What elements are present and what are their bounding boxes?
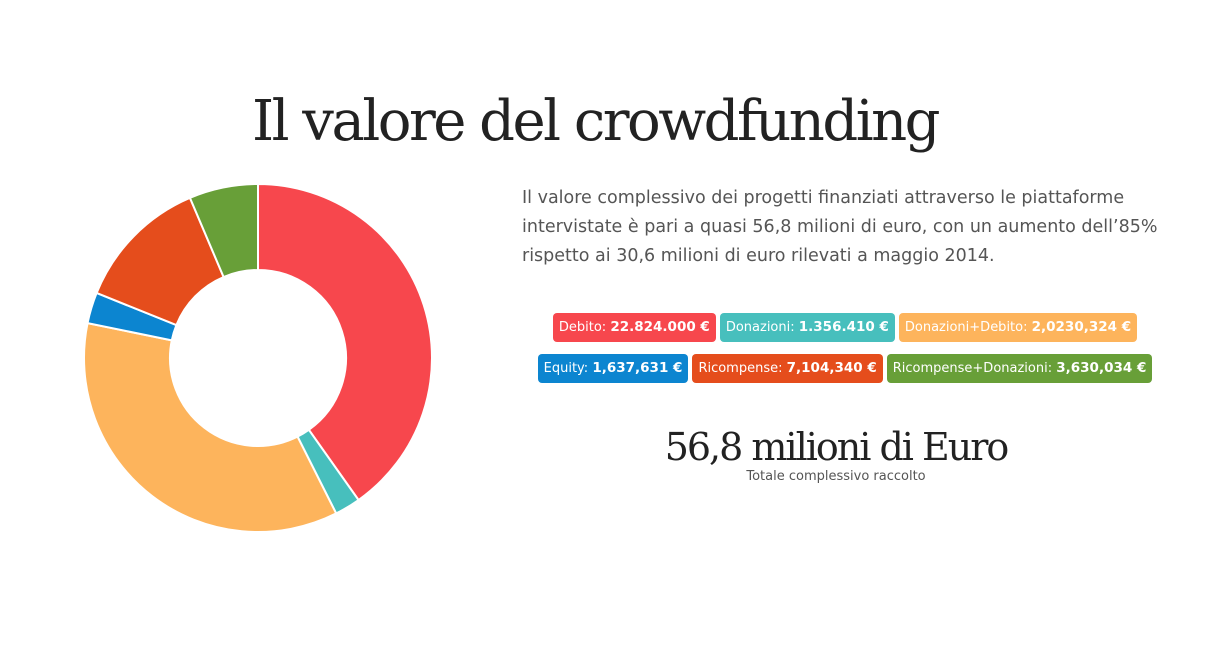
legend-label: Debito:: [558, 320, 607, 335]
legend-badge-donazioni-debito: Donazioni+Debito: 2,0230,324 €: [898, 313, 1138, 342]
legend-value: 1.356.410 €: [798, 319, 889, 335]
legend-label: Donazioni:: [725, 320, 795, 335]
donut-slice-donazioni-debito[interactable]: [83, 321, 338, 533]
legend-value: 22.824.000 €: [610, 319, 710, 335]
donut-slice-debito[interactable]: [257, 182, 433, 502]
total-label: Totale complessivo raccolto: [746, 469, 926, 484]
donut-slice-ricompense-donazioni[interactable]: [188, 182, 259, 279]
legend-row: Equity: 1,637,631 € Ricompense: 7,104,34…: [535, 354, 1155, 383]
legend-badge-equity: Equity: 1,637,631 €: [537, 354, 689, 383]
donut-chart-svg: [83, 182, 433, 533]
donut-chart: [80, 180, 436, 536]
legend-label: Equity:: [543, 361, 589, 376]
legend-row: Debito: 22.824.000 € Donazioni: 1.356.41…: [535, 313, 1155, 342]
legend-label: Ricompense:: [698, 361, 783, 376]
legend-label: Donazioni+Debito:: [904, 320, 1028, 335]
page-title: Il valore del crowdfunding: [251, 89, 941, 154]
legend-badge-donazioni: Donazioni: 1.356.410 €: [719, 313, 895, 342]
legend-value: 1,637,631 €: [592, 360, 683, 376]
legend: Debito: 22.824.000 € Donazioni: 1.356.41…: [535, 313, 1155, 395]
legend-value: 3,630,034 €: [1056, 360, 1147, 376]
legend-label: Ricompense+Donazioni:: [892, 361, 1053, 376]
legend-value: 2,0230,324 €: [1031, 319, 1132, 335]
legend-badge-debito: Debito: 22.824.000 €: [552, 313, 716, 342]
legend-value: 7,104,340 €: [786, 360, 877, 376]
legend-badge-ricompense: Ricompense: 7,104,340 €: [692, 354, 883, 383]
total-value: 56,8 milioni di Euro: [664, 425, 1010, 469]
legend-badge-ricompense-donazioni: Ricompense+Donazioni: 3,630,034 €: [886, 354, 1153, 383]
total-block: 56,8 milioni di Euro Totale complessivo …: [636, 424, 1036, 484]
description-text: Il valore complessivo dei progetti finan…: [522, 188, 1158, 266]
